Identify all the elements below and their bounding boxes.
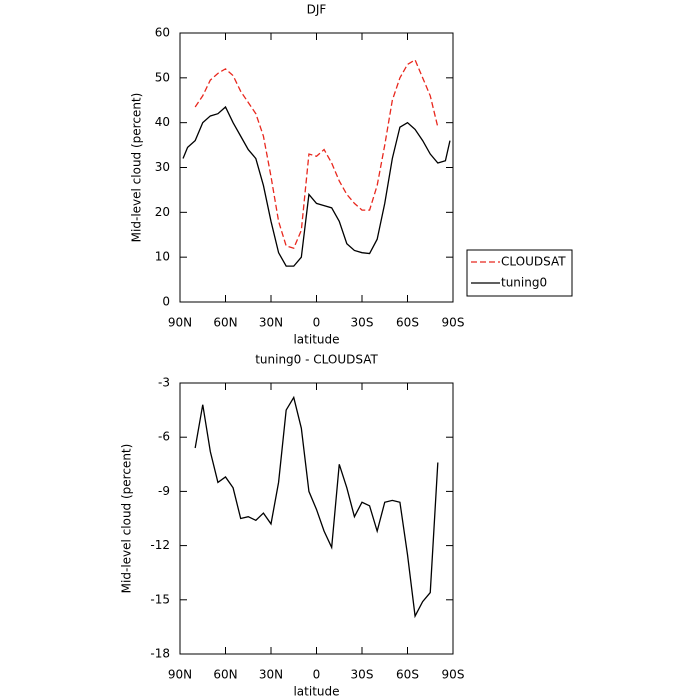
- chart-title: DJF: [307, 3, 327, 17]
- x-tick-label: 60S: [396, 668, 419, 682]
- x-axis-label: latitude: [293, 685, 339, 699]
- x-tick-label: 90S: [442, 668, 465, 682]
- series-line: [194, 58, 439, 249]
- y-tick-label: 20: [155, 205, 170, 219]
- x-axis-label: latitude: [293, 333, 339, 347]
- y-tick-label: -9: [158, 484, 170, 498]
- chart-title: tuning0 - CLOUDSAT: [255, 353, 378, 367]
- legend-box: [466, 249, 573, 297]
- panel: -18 -15 -12 -9 -6 -3 90N 60N 30N 0 30S 60S 90S tuning…: [120, 353, 465, 699]
- legend-label: tuning0: [501, 276, 547, 290]
- y-tick-label: 40: [155, 115, 170, 129]
- y-tick-label: 60: [155, 26, 170, 40]
- x-tick-label: 30S: [351, 668, 374, 682]
- x-tick-label: 60S: [396, 316, 419, 330]
- y-axis-label: Mid-level cloud (percent): [120, 444, 134, 594]
- x-tick-label: 30S: [351, 316, 374, 330]
- x-tick-label: 90N: [168, 316, 192, 330]
- x-tick-label: 30N: [259, 668, 283, 682]
- plot-frame: [179, 32, 454, 303]
- legend: CLOUDSAT tuning0: [466, 249, 573, 297]
- y-tick-label: -6: [158, 430, 170, 444]
- series-line: [182, 105, 451, 267]
- x-tick-label: 60N: [213, 668, 237, 682]
- x-tick-label: 30N: [259, 316, 283, 330]
- x-tick-label: 60N: [213, 316, 237, 330]
- x-tick-label: 0: [313, 316, 321, 330]
- y-tick-label: -15: [150, 592, 170, 606]
- y-tick-label: -18: [150, 647, 170, 661]
- y-tick-label: 10: [155, 250, 170, 264]
- series-line: [194, 395, 439, 619]
- x-tick-label: 90S: [442, 316, 465, 330]
- y-tick-label: 0: [162, 295, 170, 309]
- y-tick-label: 30: [155, 160, 170, 174]
- y-axis-label: Mid-level cloud (percent): [130, 93, 144, 243]
- panel: 0 10 20 30 40 50 60 90N 60N 30N 0 30S 60S 90S DJF latit…: [130, 3, 573, 347]
- y-tick-label: -3: [158, 376, 170, 390]
- legend-label: CLOUDSAT: [501, 255, 566, 269]
- plot-frame: [179, 382, 454, 655]
- x-tick-label: 0: [313, 668, 321, 682]
- x-tick-label: 90N: [168, 668, 192, 682]
- y-tick-label: -12: [150, 538, 170, 552]
- y-tick-label: 50: [155, 70, 170, 84]
